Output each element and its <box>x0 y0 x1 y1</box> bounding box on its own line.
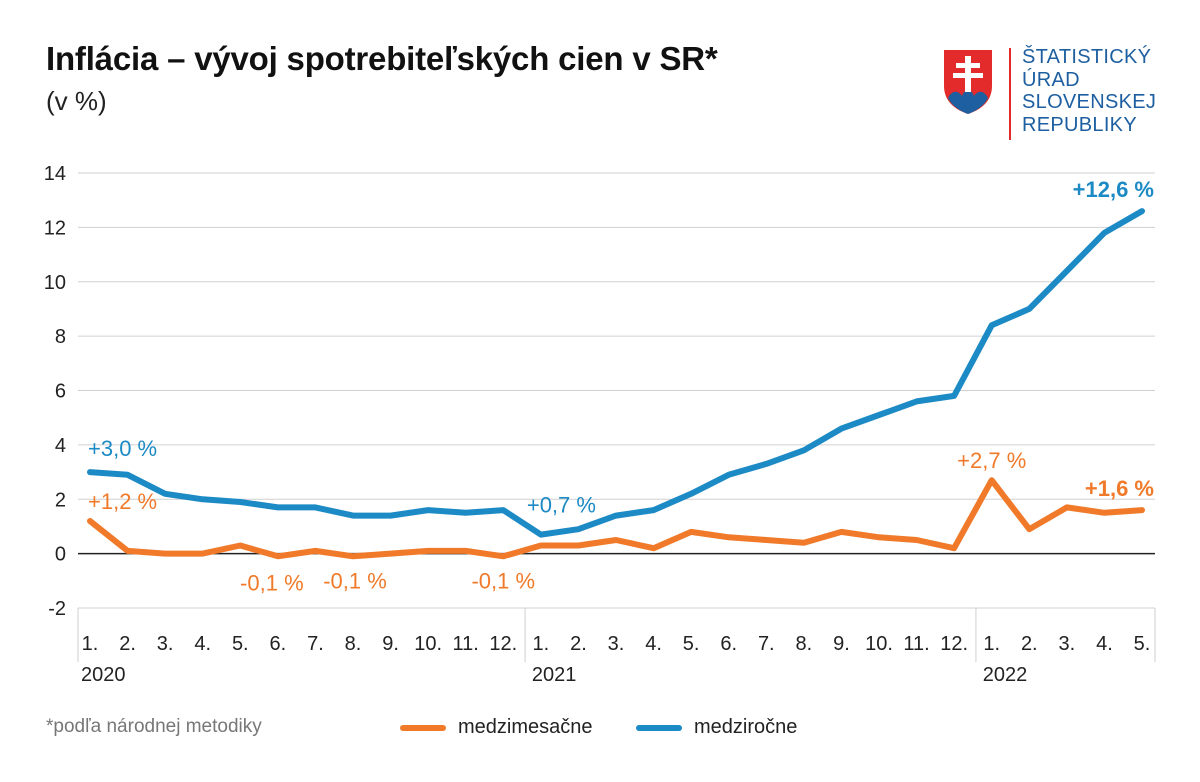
y-tick-label: 0 <box>55 544 66 566</box>
data-label: +1,2 % <box>88 489 157 514</box>
chart-title: Inflácia – vývoj spotrebiteľských cien v… <box>46 40 718 77</box>
series-line-medzirocne <box>87 208 1145 538</box>
y-tick-label: 14 <box>44 163 66 185</box>
logo-line: ÚRAD <box>1022 68 1080 91</box>
x-tick-label: 6. <box>270 633 287 655</box>
x-tick-label: 12. <box>489 633 517 655</box>
x-tick-label: 2. <box>570 633 587 655</box>
x-tick-label: 3. <box>608 633 625 655</box>
x-tick-label: 10. <box>865 633 893 655</box>
x-tick-label: 9. <box>833 633 850 655</box>
legend-item-medzimesacne: medzimesačne <box>400 716 593 739</box>
x-tick-label: 1. <box>82 633 99 655</box>
chart-subtitle: (v %) <box>46 86 107 116</box>
x-tick-label: 1. <box>983 633 1000 655</box>
x-tick-label: 11. <box>903 633 929 655</box>
data-label: +12,6 % <box>1073 177 1154 202</box>
data-label: +2,7 % <box>957 448 1026 473</box>
x-tick-label: 5. <box>232 633 249 655</box>
y-tick-label: 12 <box>44 217 66 239</box>
series-lines <box>87 208 1145 560</box>
x-tick-label: 8. <box>345 633 362 655</box>
x-tick-label: 6. <box>720 633 737 655</box>
year-label: 2022 <box>983 664 1028 686</box>
x-tick-label: 9. <box>382 633 399 655</box>
year-label: 2021 <box>532 664 577 686</box>
data-label: -0,1 % <box>471 568 535 593</box>
legend-item-medzirocne: medziročne <box>636 716 797 739</box>
legend-swatch-orange <box>400 724 446 731</box>
logo-line: SLOVENSKEJ <box>1022 91 1157 113</box>
x-tick-label: 8. <box>796 633 813 655</box>
logo-line: REPUBLIKY <box>1022 113 1137 136</box>
x-tick-label: 3. <box>1059 633 1076 655</box>
x-tick-label: 11. <box>453 633 479 655</box>
x-tick-label: 2. <box>1021 633 1038 655</box>
series-line-medzimesacne <box>87 477 1145 560</box>
slovak-coat-of-arms-icon <box>944 48 1011 140</box>
x-tick-label: 7. <box>758 633 775 655</box>
x-tick-label: 4. <box>1096 633 1113 655</box>
data-label: -0,1 % <box>240 570 304 595</box>
y-tick-label: -2 <box>48 598 66 620</box>
y-tick-label: 10 <box>44 272 66 294</box>
x-tick-label: 2. <box>119 633 136 655</box>
legend-label: medzimesačne <box>458 716 593 738</box>
data-label: +3,0 % <box>88 436 157 461</box>
year-label: 2020 <box>81 664 126 686</box>
x-tick-label: 4. <box>194 633 211 655</box>
logo-line: ŠTATISTICKÝ <box>1022 46 1152 68</box>
y-tick-label: 2 <box>55 489 66 511</box>
x-tick-label: 5. <box>1134 633 1151 655</box>
x-tick-label: 4. <box>645 633 662 655</box>
data-label: +1,6 % <box>1085 476 1154 501</box>
footnote: *podľa národnej metodiky <box>46 716 262 737</box>
x-tick-label: 3. <box>157 633 174 655</box>
x-tick-label: 10. <box>414 633 442 655</box>
legend-label: medziročne <box>694 716 798 738</box>
x-tick-label: 12. <box>940 633 968 655</box>
data-label: -0,1 % <box>323 568 387 593</box>
y-tick-label: 4 <box>55 435 66 457</box>
y-tick-label: 8 <box>55 326 66 348</box>
institution-name: ŠTATISTICKÝ ÚRAD SLOVENSKEJ REPUBLIKY <box>1022 46 1156 136</box>
data-annotations: +3,0 % +0,7 % +12,6 % +1,2 % -0,1 % -0,1 % -0,… <box>88 177 1154 595</box>
x-tick-label: 7. <box>307 633 324 655</box>
legend-swatch-blue <box>636 724 682 731</box>
x-tick-label: 1. <box>533 633 550 655</box>
x-tick-label: 5. <box>683 633 700 655</box>
x-axis: 2020 2021 2022 1. 2. 3. 4. 5. 6. 7. 8. 9. 10. 11. 12. 1… <box>77 608 1156 686</box>
y-tick-label: 6 <box>55 381 66 403</box>
data-label: +0,7 % <box>527 493 596 518</box>
